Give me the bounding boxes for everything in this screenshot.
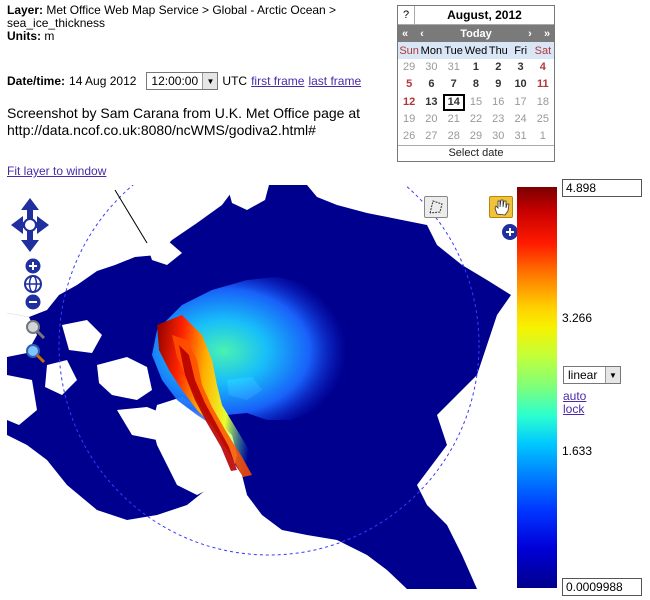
units-label: Units: xyxy=(7,29,41,43)
hand-icon[interactable] xyxy=(489,196,513,218)
calendar-day[interactable]: 10 xyxy=(514,78,527,91)
datetime-row: Date/time: 14 Aug 2012 12:00:00 ▼ UTC fi… xyxy=(7,72,361,90)
pan-arrows-icon[interactable] xyxy=(9,196,51,257)
calendar-day[interactable]: 31 xyxy=(514,130,527,143)
calendar-day[interactable]: 15 xyxy=(469,95,483,108)
scale-lock-link[interactable]: lock xyxy=(563,402,585,416)
calendar-day[interactable]: 13 xyxy=(425,95,438,108)
calendar-day[interactable]: 31 xyxy=(447,61,460,73)
layer-line: Layer: Met Office Web Map Service > Glob… xyxy=(7,4,387,30)
scale-type-select[interactable]: linear ▼ xyxy=(563,366,621,384)
layer-value: Met Office Web Map Service > Global - Ar… xyxy=(7,3,337,30)
time-select[interactable]: 12:00:00 ▼ xyxy=(146,72,219,90)
map-meridian-line xyxy=(114,189,148,244)
calendar-nav: « ‹ Today › » xyxy=(398,25,554,42)
weekday-label: Wed xyxy=(464,44,488,57)
calendar-day[interactable]: 11 xyxy=(537,78,549,91)
calendar-day[interactable]: 17 xyxy=(514,95,527,108)
next-month-button[interactable]: › xyxy=(528,27,532,40)
first-frame-link[interactable]: first frame xyxy=(251,74,305,88)
calendar-day[interactable]: 22 xyxy=(469,112,483,125)
date-calendar: ? August, 2012 « ‹ Today › » Sun Mon Tue… xyxy=(397,5,555,162)
calendar-day[interactable]: 28 xyxy=(447,130,460,143)
map-canvas[interactable] xyxy=(7,185,511,589)
next-year-button[interactable]: » xyxy=(543,27,551,40)
magnifier-zoom-icon[interactable] xyxy=(24,343,46,366)
box-select-icon[interactable] xyxy=(424,196,448,218)
calendar-weekday-header: Sun Mon Tue Wed Thu Fri Sat xyxy=(398,42,554,59)
calendar-day[interactable]: 24 xyxy=(514,112,527,125)
calendar-day[interactable]: 1 xyxy=(472,61,480,73)
time-value: 12:00:00 xyxy=(151,74,199,88)
weekday-label: Fri xyxy=(514,44,528,57)
land-masses xyxy=(7,185,511,589)
credit-text: Screenshot by Sam Carana from U.K. Met O… xyxy=(7,105,392,139)
scale-tick-high: 3.266 xyxy=(562,311,593,325)
timezone-label: UTC xyxy=(222,74,248,88)
credit-line-1: Screenshot by Sam Carana from U.K. Met O… xyxy=(7,105,361,121)
calendar-day[interactable]: 6 xyxy=(428,78,435,91)
map-boundary-circle xyxy=(58,185,480,556)
calendar-day-selected[interactable]: 14 xyxy=(442,93,465,111)
calendar-day[interactable]: 25 xyxy=(536,112,549,125)
scale-auto-link[interactable]: auto xyxy=(563,389,587,403)
magnifier-icon[interactable] xyxy=(24,319,46,342)
scale-min-input[interactable]: 0.0009988 xyxy=(562,578,642,596)
chevron-down-icon[interactable]: ▼ xyxy=(202,73,218,89)
calendar-day[interactable]: 8 xyxy=(472,78,480,91)
credit-line-2: http://data.ncof.co.uk:8080/ncWMS/godiva… xyxy=(7,122,316,138)
calendar-footer: Select date xyxy=(398,145,554,161)
color-scale-bar xyxy=(517,187,557,588)
calendar-day[interactable]: 23 xyxy=(492,112,505,125)
scale-max-input[interactable]: 4.898 xyxy=(562,179,642,197)
calendar-day[interactable]: 20 xyxy=(425,112,438,125)
calendar-day[interactable]: 16 xyxy=(492,95,505,108)
calendar-day[interactable]: 29 xyxy=(403,61,416,73)
weekday-label: Mon xyxy=(420,44,443,57)
layer-info: Layer: Met Office Web Map Service > Glob… xyxy=(7,4,387,43)
prev-year-button[interactable]: « xyxy=(401,27,409,40)
zoom-controls xyxy=(22,258,44,313)
layer-label: Layer: xyxy=(7,3,44,17)
calendar-day[interactable]: 27 xyxy=(425,130,438,143)
weekday-label: Tue xyxy=(444,44,463,57)
calendar-day[interactable]: 18 xyxy=(536,95,549,108)
sea-ice-field xyxy=(152,277,357,480)
calendar-day[interactable]: 29 xyxy=(469,130,483,143)
fit-layer-link[interactable]: Fit layer to window xyxy=(7,164,107,178)
calendar-day[interactable]: 19 xyxy=(403,112,416,125)
calendar-day[interactable]: 30 xyxy=(492,130,505,143)
units-value: m xyxy=(44,29,55,43)
scale-tick-low: 1.633 xyxy=(562,444,593,458)
weekday-label: Sun xyxy=(399,44,419,57)
calendar-help-button[interactable]: ? xyxy=(398,6,415,24)
calendar-day[interactable]: 9 xyxy=(495,78,502,91)
scale-type-value: linear xyxy=(568,368,598,382)
datetime-label: Date/time: xyxy=(7,74,66,88)
chevron-down-icon[interactable]: ▼ xyxy=(605,367,620,383)
calendar-day-grid: 29 30 31 1 2 3 4 5 6 7 8 9 10 11 12 13 1… xyxy=(398,59,554,145)
prev-month-button[interactable]: ‹ xyxy=(420,27,424,40)
calendar-day[interactable]: 5 xyxy=(406,78,413,91)
calendar-day[interactable]: 1 xyxy=(539,130,546,143)
calendar-day[interactable]: 2 xyxy=(495,61,502,73)
calendar-day[interactable]: 26 xyxy=(403,130,416,143)
calendar-day[interactable]: 30 xyxy=(425,61,438,73)
arctic-map xyxy=(7,185,511,589)
weekday-label: Thu xyxy=(488,44,508,57)
weekday-label: Sat xyxy=(534,44,552,57)
last-frame-link[interactable]: last frame xyxy=(308,74,362,88)
calendar-day[interactable]: 21 xyxy=(447,112,460,125)
units-line: Units: m xyxy=(7,30,387,43)
today-button[interactable]: Today xyxy=(460,27,492,40)
calendar-day[interactable]: 12 xyxy=(403,95,416,108)
calendar-month-title: August, 2012 xyxy=(447,8,522,22)
calendar-day[interactable]: 7 xyxy=(450,78,457,91)
calendar-day[interactable]: 3 xyxy=(517,61,524,73)
calendar-title-bar: ? August, 2012 xyxy=(398,6,554,25)
calendar-day[interactable]: 4 xyxy=(539,61,546,73)
date-value: 14 Aug 2012 xyxy=(69,74,137,88)
expand-plus-icon[interactable] xyxy=(501,223,519,244)
